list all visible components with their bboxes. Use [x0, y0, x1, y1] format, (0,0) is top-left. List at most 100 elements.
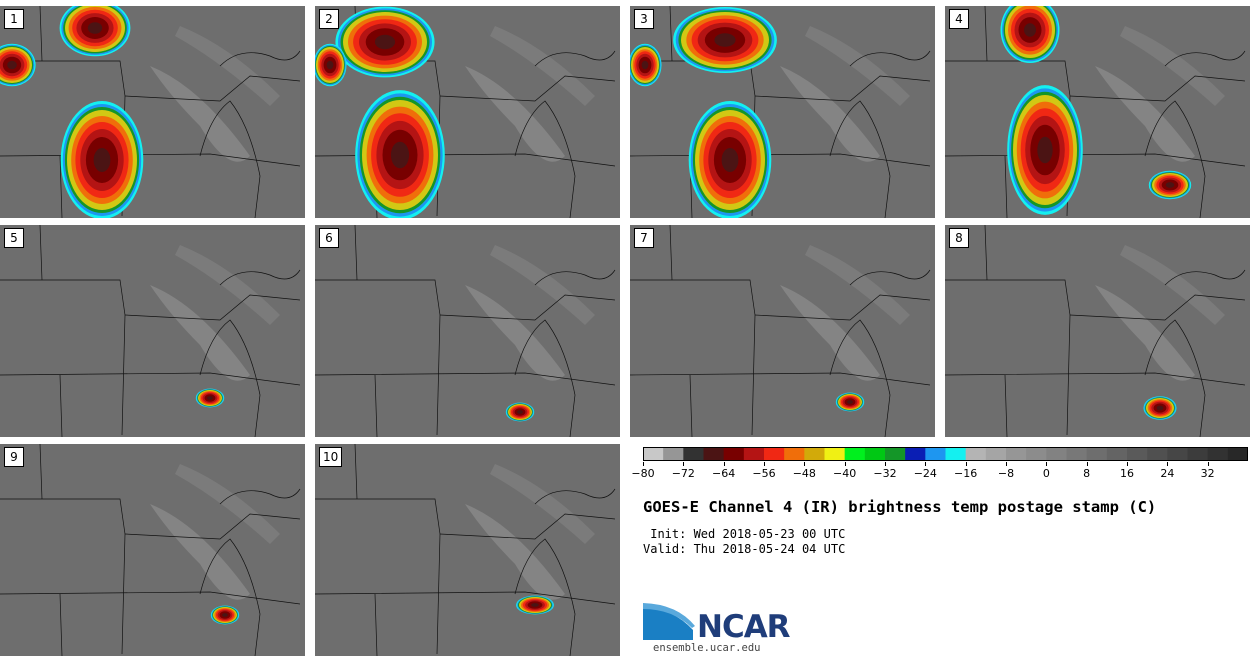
ir-map-10	[315, 444, 620, 656]
convective-cloud	[1037, 136, 1053, 164]
colorbar-tick	[965, 462, 967, 466]
colorbar-tick-label: 0	[1042, 467, 1050, 480]
colorbar-tick-label: −32	[873, 467, 897, 480]
cloud-streak	[150, 66, 250, 162]
colorbar-swatch	[1006, 447, 1027, 461]
convective-cloud	[1024, 23, 1036, 37]
colorbar-tick	[1086, 462, 1088, 466]
ir-map-7	[630, 225, 935, 437]
map-background	[630, 225, 935, 437]
ir-map-4	[945, 6, 1250, 218]
member-label: 1	[4, 9, 24, 29]
colorbar-tick-label: 16	[1120, 467, 1134, 480]
colorbar-tick-label: −48	[792, 467, 816, 480]
convective-cloud	[714, 33, 736, 47]
state-borders	[315, 225, 616, 437]
colorbar-swatch	[985, 447, 1007, 461]
cloud-streak	[465, 66, 565, 162]
colorbar-tick	[1167, 462, 1169, 466]
colorbar-ticks: −80 −72 −64 −56 −48 −40 −32 −24 −16 −8 0 8 16 24 32	[631, 462, 1248, 480]
ir-map-3	[630, 6, 935, 218]
ensemble-member-panel-4: 4	[945, 6, 1250, 218]
colorbar-tick	[804, 462, 806, 466]
member-label: 7	[634, 228, 654, 248]
member-label: 2	[319, 9, 339, 29]
cloud-streak	[490, 245, 595, 325]
cloud-streak	[805, 245, 910, 325]
member-label: 3	[634, 9, 654, 29]
colorbar-tick-label: 24	[1160, 467, 1175, 480]
colorbar-tick	[885, 462, 886, 466]
colorbar-tick	[844, 462, 846, 466]
valid-time: Valid: Thu 2018-05-24 04 UTC	[643, 542, 846, 556]
colorbar-tick-label: −8	[997, 467, 1015, 480]
ir-map-2	[315, 6, 620, 218]
cloud-streak	[150, 504, 250, 600]
colorbar-swatch	[1086, 447, 1108, 461]
colorbar-tick	[683, 462, 685, 466]
colorbar-swatch	[965, 447, 987, 461]
convective-cloud	[1165, 182, 1175, 188]
convective-cloud	[87, 22, 103, 34]
colorbar-tick	[764, 462, 765, 466]
state-borders	[315, 444, 616, 656]
colorbar-swatch	[844, 447, 866, 461]
colorbar-swatch	[1066, 447, 1088, 461]
convective-cloud	[374, 34, 396, 50]
ensemble-member-panel-8: 8	[945, 225, 1250, 437]
colorbar-swatch	[864, 447, 886, 461]
colorbar-swatch	[1127, 447, 1148, 461]
colorbar-tick	[1207, 462, 1209, 466]
member-label: 8	[949, 228, 969, 248]
ensemble-member-panel-10: 10	[315, 444, 620, 656]
ir-map-8	[945, 225, 1250, 437]
colorbar-swatch	[1147, 447, 1168, 461]
colorbar-swatch	[905, 447, 926, 461]
cloud-streak	[805, 26, 910, 106]
ensemble-member-panel-2: 2	[315, 6, 620, 218]
colorbar-swatch	[703, 447, 725, 461]
convective-cloud	[847, 400, 853, 404]
cloud-streak	[175, 245, 280, 325]
colorbar-tick-label: 32	[1200, 467, 1215, 480]
convective-cloud	[7, 60, 17, 70]
colorbar-swatch	[743, 447, 765, 461]
convective-cloud	[641, 60, 649, 70]
map-background	[0, 225, 305, 437]
map-background	[315, 225, 620, 437]
colorbar-tick-label: −24	[913, 467, 937, 480]
colorbar-swatch	[1187, 447, 1209, 461]
ensemble-member-panel-1: 1	[0, 6, 305, 218]
convective-cloud	[222, 613, 228, 617]
cloud-streak	[1120, 26, 1225, 106]
colorbar-border	[643, 447, 1248, 461]
cloud-streak	[1095, 285, 1195, 381]
convective-cloud	[326, 60, 334, 70]
colorbar-tick	[1006, 462, 1007, 466]
ir-map-1	[0, 6, 305, 218]
colorbar-swatch	[643, 447, 664, 461]
ncar-logo-text: NCAR	[697, 609, 791, 645]
colorbar-tick-label: 8	[1083, 467, 1091, 480]
colorbar-swatch	[1227, 447, 1248, 461]
cloud-streak	[1120, 245, 1225, 325]
colorbar-tick	[1127, 462, 1128, 466]
colorbar-tick	[1046, 462, 1048, 466]
cloud-streak	[490, 26, 595, 106]
init-time: Init: Wed 2018-05-23 00 UTC	[643, 527, 846, 541]
ir-map-6	[315, 225, 620, 437]
ir-map-9	[0, 444, 305, 656]
cloud-streak	[1095, 66, 1195, 162]
cloud-streak	[175, 26, 280, 106]
colorbar-swatch	[804, 447, 826, 461]
state-borders	[630, 225, 931, 437]
convective-cloud	[517, 410, 523, 414]
ensemble-member-panel-9: 9	[0, 444, 305, 656]
map-background	[0, 444, 305, 656]
ensemble-member-panel-6: 6	[315, 225, 620, 437]
ensemble-member-panel-7: 7	[630, 225, 935, 437]
ensemble-member-panel-3: 3	[630, 6, 935, 218]
member-label: 4	[949, 9, 969, 29]
cloud-streak	[465, 504, 565, 600]
colorbar-swatch	[1046, 447, 1068, 461]
